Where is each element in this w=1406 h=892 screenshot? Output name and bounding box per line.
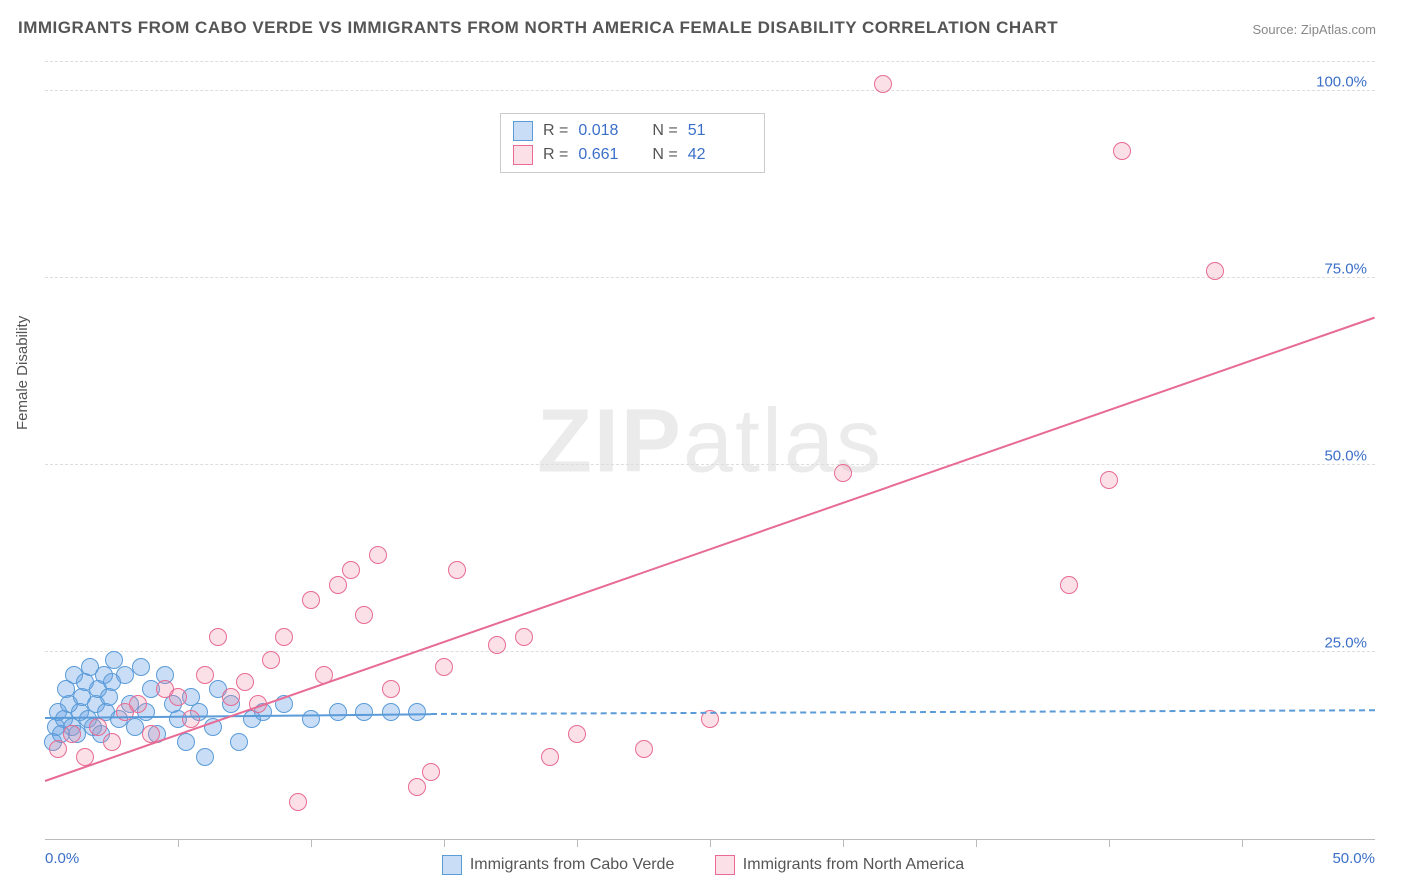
data-point-north_america xyxy=(129,695,147,713)
data-point-north_america xyxy=(834,464,852,482)
data-point-north_america xyxy=(49,740,67,758)
data-point-north_america xyxy=(355,606,373,624)
swatch-cabo-verde xyxy=(513,121,533,141)
data-point-north_america xyxy=(289,793,307,811)
swatch-north-america xyxy=(715,855,735,875)
data-point-cabo_verde xyxy=(355,703,373,721)
y-tick-label: 100.0% xyxy=(1316,74,1367,91)
data-point-north_america xyxy=(302,591,320,609)
y-tick-label: 50.0% xyxy=(1324,448,1367,465)
swatch-north-america xyxy=(513,145,533,165)
x-tick xyxy=(1109,839,1110,847)
data-point-north_america xyxy=(342,561,360,579)
gridline xyxy=(45,464,1375,465)
legend-row-cabo-verde: R = 0.018 N = 51 xyxy=(513,119,752,143)
gridline xyxy=(45,61,1375,62)
data-point-north_america xyxy=(89,718,107,736)
x-tick xyxy=(178,839,179,847)
data-point-cabo_verde xyxy=(408,703,426,721)
data-point-north_america xyxy=(541,748,559,766)
data-point-north_america xyxy=(1113,142,1131,160)
gridline xyxy=(45,277,1375,278)
data-point-north_america xyxy=(435,658,453,676)
x-tick xyxy=(710,839,711,847)
data-point-north_america xyxy=(103,733,121,751)
y-axis-label: Female Disability xyxy=(14,316,31,430)
data-point-north_america xyxy=(422,763,440,781)
legend-item-cabo-verde: Immigrants from Cabo Verde xyxy=(442,855,675,875)
legend-item-north-america: Immigrants from North America xyxy=(715,855,964,875)
source-attribution: Source: ZipAtlas.com xyxy=(1252,22,1376,37)
x-tick xyxy=(444,839,445,847)
data-point-north_america xyxy=(408,778,426,796)
data-point-cabo_verde xyxy=(196,748,214,766)
data-point-cabo_verde xyxy=(177,733,195,751)
series-legend: Immigrants from Cabo Verde Immigrants fr… xyxy=(0,855,1406,880)
data-point-north_america xyxy=(196,666,214,684)
data-point-cabo_verde xyxy=(132,658,150,676)
trend-line xyxy=(431,709,1375,715)
x-tick xyxy=(976,839,977,847)
data-point-north_america xyxy=(1060,576,1078,594)
gridline xyxy=(45,90,1375,91)
swatch-cabo-verde xyxy=(442,855,462,875)
data-point-north_america xyxy=(874,75,892,93)
data-point-north_america xyxy=(369,546,387,564)
x-tick xyxy=(311,839,312,847)
data-point-north_america xyxy=(568,725,586,743)
y-tick-label: 25.0% xyxy=(1324,635,1367,652)
data-point-north_america xyxy=(1206,262,1224,280)
data-point-north_america xyxy=(262,651,280,669)
x-tick xyxy=(577,839,578,847)
y-tick-label: 75.0% xyxy=(1324,261,1367,278)
data-point-north_america xyxy=(209,628,227,646)
chart-title: IMMIGRANTS FROM CABO VERDE VS IMMIGRANTS… xyxy=(18,18,1058,38)
data-point-north_america xyxy=(329,576,347,594)
legend-row-north-america: R = 0.661 N = 42 xyxy=(513,143,752,167)
gridline xyxy=(45,651,1375,652)
data-point-cabo_verde xyxy=(329,703,347,721)
data-point-north_america xyxy=(448,561,466,579)
data-point-cabo_verde xyxy=(230,733,248,751)
data-point-north_america xyxy=(488,636,506,654)
data-point-north_america xyxy=(515,628,533,646)
data-point-north_america xyxy=(222,688,240,706)
correlation-legend: R = 0.018 N = 51 R = 0.661 N = 42 xyxy=(500,113,765,173)
data-point-north_america xyxy=(169,688,187,706)
data-point-north_america xyxy=(1100,471,1118,489)
x-tick xyxy=(1242,839,1243,847)
data-point-cabo_verde xyxy=(302,710,320,728)
data-point-north_america xyxy=(382,680,400,698)
x-tick xyxy=(843,839,844,847)
data-point-cabo_verde xyxy=(382,703,400,721)
data-point-north_america xyxy=(275,628,293,646)
data-point-north_america xyxy=(63,725,81,743)
scatter-plot-area: ZIPatlas R = 0.018 N = 51 R = 0.661 N = … xyxy=(45,55,1375,840)
watermark: ZIPatlas xyxy=(537,390,883,493)
data-point-north_america xyxy=(236,673,254,691)
data-point-north_america xyxy=(635,740,653,758)
